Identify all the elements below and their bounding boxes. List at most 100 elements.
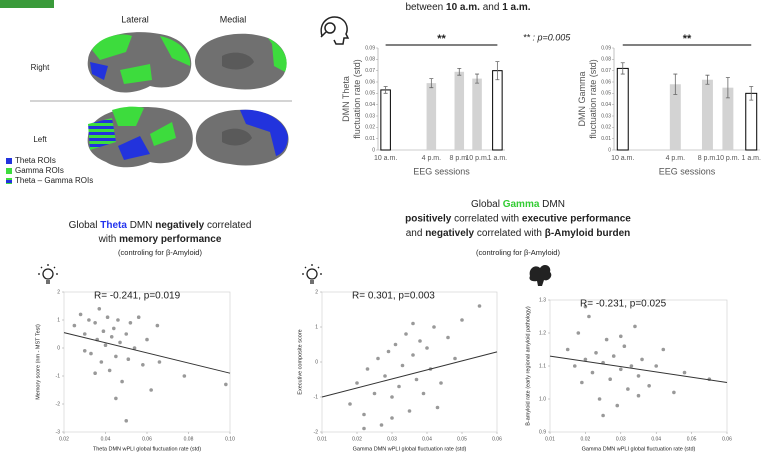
- x-tick-label: 1 a.m.: [488, 155, 508, 162]
- scatter-point: [107, 368, 112, 373]
- scatter-point: [393, 342, 398, 347]
- scatter-point: [109, 335, 114, 339]
- heading-segment: Gamma: [503, 199, 540, 210]
- bar: [701, 79, 713, 150]
- scatter-point: [136, 315, 141, 320]
- annotation: ** : p=0.005: [523, 32, 571, 42]
- x-tick-label: 0.01: [317, 436, 327, 442]
- scatter-point: [453, 356, 457, 361]
- scatter-point: [425, 346, 429, 350]
- scatter-point: [572, 364, 577, 368]
- row-label: Left: [33, 135, 47, 144]
- scatter-point: [103, 343, 108, 348]
- scatter-point: [594, 351, 598, 355]
- scatter-point: [355, 381, 359, 385]
- scatter-point: [647, 384, 651, 388]
- heading-segment: positively: [405, 213, 452, 224]
- scatter-point: [97, 307, 102, 311]
- scatter-point: [126, 357, 131, 362]
- x-tick-label: 0.01: [545, 436, 555, 442]
- scatter-point: [446, 335, 450, 340]
- error-bar: [457, 68, 462, 76]
- scatter-point: [72, 323, 77, 328]
- brain-right-medial: [194, 33, 287, 90]
- scatter-point: [608, 377, 612, 382]
- heading-segment: negatively: [155, 220, 204, 231]
- heading-segment: negatively: [425, 228, 474, 239]
- y-tick-label: 0.02: [365, 125, 375, 131]
- annotation: R= -0.231, p=0.025: [580, 299, 667, 310]
- y-axis-label: DMN Thetafluctuation rate (std): [341, 59, 362, 139]
- y-tick-label: 0.04: [365, 102, 375, 108]
- x-tick-label: 10 a.m.: [374, 155, 397, 162]
- fit-line: [63, 332, 231, 374]
- x-tick-label: 8 p.m.: [698, 155, 718, 162]
- legend-swatch: [6, 158, 12, 164]
- heading-segment: Global: [69, 220, 101, 231]
- error-bar: [475, 73, 480, 84]
- scatter-point: [386, 349, 391, 354]
- column-label: Lateral: [121, 14, 149, 24]
- heading-segment: correlated with: [474, 228, 545, 239]
- y-tick-label: 0.01: [365, 136, 375, 142]
- plot-frame: [63, 291, 231, 433]
- x-tick-label: 10 p.m.: [716, 155, 739, 162]
- heading-line: with memory performance: [98, 234, 222, 245]
- scatter-point: [661, 347, 666, 352]
- heading-segment: and: [480, 2, 502, 13]
- icon-head: [320, 16, 350, 45]
- scatter-point: [99, 360, 104, 364]
- scatter-point: [376, 356, 380, 361]
- scatter-point: [576, 331, 581, 335]
- y-tick-label: 0: [315, 359, 318, 365]
- y-tick-label: 0.04: [601, 102, 611, 108]
- scatter-point: [112, 326, 116, 331]
- scatter-point: [460, 318, 464, 322]
- y-tick-label: -2: [56, 401, 61, 407]
- scatter-point: [365, 367, 370, 371]
- heading-note: (controling for β-Amyloid): [476, 248, 560, 257]
- y-tick-label: 0: [372, 147, 375, 153]
- y-tick-label: 1: [57, 317, 60, 323]
- scatter-point: [105, 315, 110, 320]
- scatter-point: [432, 325, 436, 329]
- y-tick-label: 1.1: [539, 363, 546, 369]
- scatter-point: [116, 318, 120, 322]
- y-axis-label-line: fluctuation rate (std): [352, 59, 362, 139]
- scatter-point: [407, 409, 412, 413]
- x-tick-label: 0.05: [687, 436, 697, 442]
- y-tick-label: -1: [314, 394, 319, 400]
- scatter-point: [182, 374, 187, 378]
- scatter-point: [155, 323, 160, 328]
- scatter-point: [411, 353, 415, 357]
- x-tick-label: 0.02: [581, 436, 591, 442]
- scatter-point: [583, 304, 588, 309]
- scatter-point: [682, 370, 687, 375]
- scatter-point: [82, 349, 87, 353]
- scatter-point: [390, 395, 394, 399]
- legend-label: Theta ROIs: [15, 156, 56, 165]
- scatter-point: [636, 374, 641, 378]
- heading-segment: DMN: [539, 199, 565, 210]
- y-tick-label: 1.2: [539, 330, 546, 336]
- heading-segment: correlated with: [451, 213, 522, 224]
- heading-line: Global Theta DMN negatively correlated: [69, 220, 252, 231]
- x-axis-label: EEG sessions: [659, 166, 716, 176]
- scatter-point: [397, 384, 401, 389]
- scatter-point: [411, 321, 415, 326]
- error-bar: [429, 78, 434, 89]
- y-tick-label: 0.9: [539, 429, 546, 435]
- icon-brain: [529, 265, 552, 286]
- y-tick-label: 0.09: [365, 45, 375, 51]
- scatter-point: [640, 357, 644, 362]
- scatter-point: [418, 339, 422, 343]
- y-tick-label: 0.06: [365, 79, 375, 85]
- scatter-point: [114, 354, 118, 359]
- scatter-point: [82, 332, 87, 336]
- y-tick-label: 1.0: [539, 396, 546, 402]
- icon-bulb: [38, 264, 58, 284]
- scatter-point: [654, 364, 658, 368]
- heading-line: positively correlated with executive per…: [405, 213, 631, 224]
- scatter-point: [629, 364, 634, 368]
